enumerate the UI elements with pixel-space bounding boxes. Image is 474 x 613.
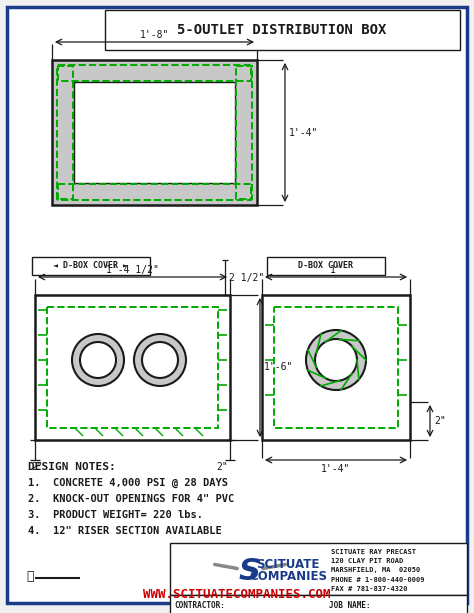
Text: D-BOX COVER: D-BOX COVER — [299, 262, 354, 270]
Text: 1': 1' — [330, 265, 342, 275]
Text: S: S — [239, 557, 261, 585]
Bar — [35, 295, 230, 440]
Text: 2.  KNOCK-OUT OPENINGS FOR 4" PVC: 2. KNOCK-OUT OPENINGS FOR 4" PVC — [28, 494, 234, 504]
Bar — [57, 66, 73, 199]
Text: FAX # 781-837-4320: FAX # 781-837-4320 — [331, 586, 408, 592]
Circle shape — [134, 334, 186, 386]
Circle shape — [72, 334, 124, 386]
Text: ⬧: ⬧ — [26, 571, 34, 584]
Text: COMPANIES: COMPANIES — [249, 571, 327, 584]
Bar — [74, 82, 235, 183]
Bar — [274, 307, 398, 428]
Bar — [170, 543, 467, 595]
Text: 1'-4 1/2": 1'-4 1/2" — [106, 265, 159, 275]
Text: 2": 2" — [216, 462, 228, 472]
Circle shape — [315, 339, 357, 381]
Circle shape — [306, 330, 366, 390]
Text: ◄ D-BOX COVER ►: ◄ D-BOX COVER ► — [54, 262, 128, 270]
Text: CONTRACTOR:: CONTRACTOR: — [174, 601, 225, 609]
Text: 2": 2" — [31, 462, 43, 472]
Bar — [105, 10, 460, 50]
Text: SCITUATE: SCITUATE — [256, 557, 319, 571]
Text: 3.  PRODUCT WEIGHT= 220 lbs.: 3. PRODUCT WEIGHT= 220 lbs. — [28, 510, 203, 520]
Bar — [52, 60, 257, 205]
Bar — [236, 66, 252, 199]
Circle shape — [80, 342, 116, 378]
Text: 2 1/2": 2 1/2" — [229, 273, 264, 283]
Text: 2": 2" — [434, 416, 446, 426]
Text: WWW.SCITUATECOMPANIES.COM: WWW.SCITUATECOMPANIES.COM — [143, 588, 331, 601]
Text: 1.  CONCRETE 4,000 PSI @ 28 DAYS: 1. CONCRETE 4,000 PSI @ 28 DAYS — [28, 478, 228, 488]
Circle shape — [142, 342, 178, 378]
Bar — [47, 307, 218, 428]
Text: DESIGN NOTES:: DESIGN NOTES: — [28, 462, 116, 472]
Text: JOB NAME:: JOB NAME: — [329, 601, 371, 609]
Text: 120 CLAY PIT ROAD: 120 CLAY PIT ROAD — [331, 558, 403, 564]
Text: MARSHFIELD, MA  02050: MARSHFIELD, MA 02050 — [331, 568, 420, 573]
Bar — [58, 65, 251, 81]
Text: PHONE # 1-800-440-0009: PHONE # 1-800-440-0009 — [331, 577, 425, 582]
Bar — [32, 257, 150, 275]
Bar — [262, 295, 410, 440]
Text: 1'-4": 1'-4" — [289, 128, 319, 137]
Text: 5-OUTLET DISTRIBUTION BOX: 5-OUTLET DISTRIBUTION BOX — [177, 23, 387, 37]
Text: 1'-4": 1'-4" — [321, 464, 351, 474]
Text: SCITUATE RAY PRECAST: SCITUATE RAY PRECAST — [331, 549, 416, 555]
Bar — [170, 595, 467, 613]
Text: 4.  12" RISER SECTION AVAILABLE: 4. 12" RISER SECTION AVAILABLE — [28, 526, 222, 536]
Bar — [267, 257, 385, 275]
Text: 1'-6": 1'-6" — [264, 362, 293, 373]
Text: 1'-8": 1'-8" — [140, 30, 169, 40]
Bar — [58, 184, 251, 200]
